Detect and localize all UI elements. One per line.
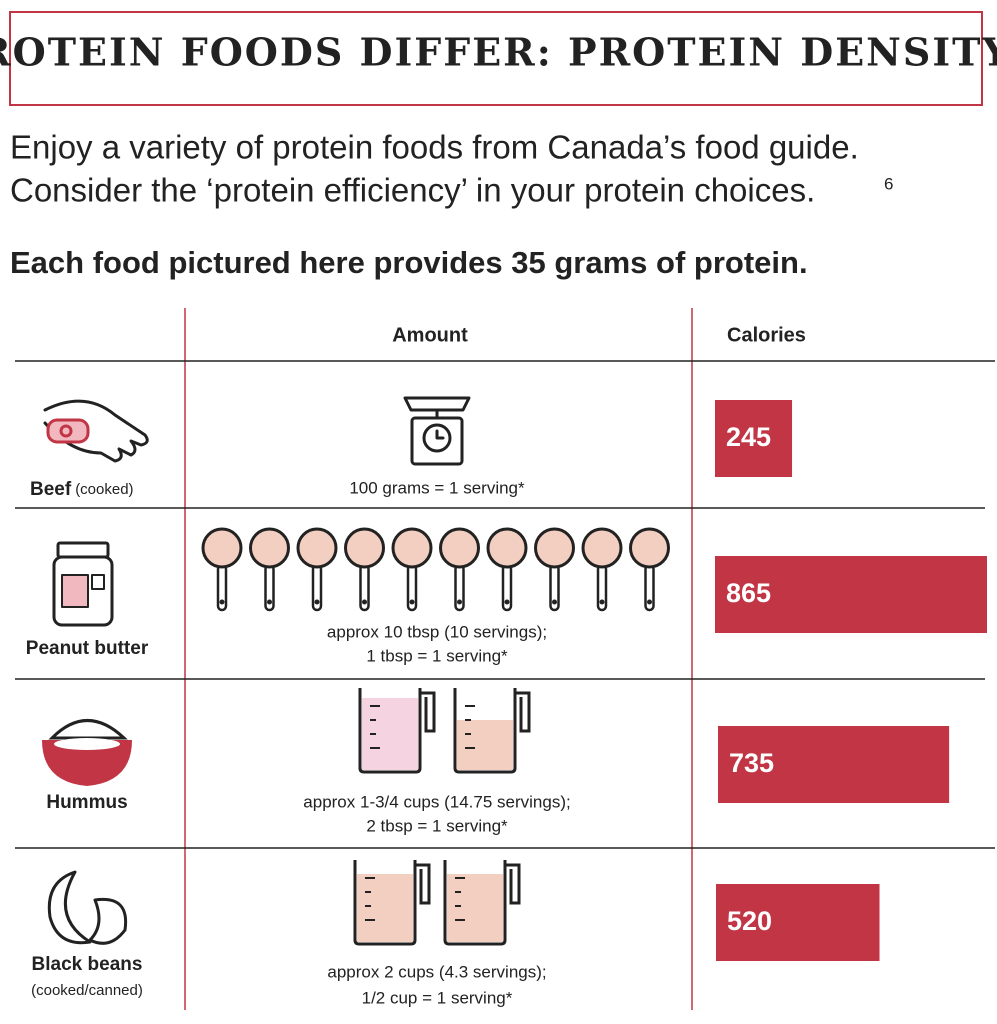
bowl-icon [42,719,132,786]
cup [443,860,521,946]
food-name: Hummus [46,792,127,813]
calorie-bar [718,726,950,803]
spoon-bowl [296,527,338,569]
food-note: (cooked/canned) [31,982,143,999]
spoon-hole [219,599,225,605]
spoon-bowl [249,527,290,569]
beef-icon [43,399,149,463]
title-box [9,11,983,106]
cup [358,688,436,774]
spoon-bowl [439,527,480,569]
calorie-bar [715,400,793,477]
column-header: Calories [727,324,806,346]
spoon-bowl [391,527,433,569]
intro-line: Enjoy a variety of protein foods from Ca… [10,129,859,166]
food-name: Black beans [32,954,143,975]
cup [353,860,431,946]
food-name: Peanut butter [26,638,149,659]
cup-fill [457,720,513,770]
spoon-hole [457,599,462,605]
food-note: (cooked) [75,481,133,498]
amount-text: approx 2 cups (4.3 servings); [327,962,546,981]
food-name: Beef [30,479,72,500]
amount-text: approx 10 tbsp (10 servings); [327,622,547,641]
spoon-bowl [629,527,670,569]
amount-text: 100 grams = 1 serving* [349,478,525,497]
spoon-bowl [486,527,528,569]
spoon-hole [314,599,320,605]
spoon-hole [504,599,510,605]
subtitle: Each food pictured here provides 35 gram… [10,245,808,280]
beans-icon [47,870,128,945]
spoon-hole [552,599,557,605]
spoon-bowl [201,527,243,569]
cup-fill [447,874,503,942]
column-header: Amount [392,324,468,346]
calorie-label: 245 [726,422,771,452]
title: PROTEIN FOODS DIFFER: PROTEIN DENSITY [0,30,997,75]
calorie-bar [715,556,987,633]
spoon-hole [599,599,605,605]
cup-fill [357,874,413,942]
spoon-bowl [581,527,623,569]
amount-text: 1 tbsp = 1 serving* [366,646,508,665]
amount-text: 2 tbsp = 1 serving* [366,816,508,835]
cup [453,688,531,774]
scale-icon [403,396,471,466]
spoon-hole [409,599,415,605]
spoon-hole [362,599,367,605]
calorie-label: 865 [726,578,771,608]
intro-line: Consider the ‘protein efficiency’ in you… [10,172,815,209]
amount-text: 1/2 cup = 1 serving* [362,988,513,1007]
food-label: Beef (cooked) [30,479,134,500]
calorie-label: 735 [729,748,774,778]
calorie-label: 520 [727,906,772,936]
spoon-bowl [534,527,575,569]
spoon-bowl [344,527,385,569]
calorie-bar [716,884,880,961]
spoon-hole [267,599,272,605]
jar-icon [52,541,114,627]
spoon-hole [647,599,652,605]
amount-text: approx 1-3/4 cups (14.75 servings); [303,792,570,811]
footnote-ref: 6 [884,174,893,193]
